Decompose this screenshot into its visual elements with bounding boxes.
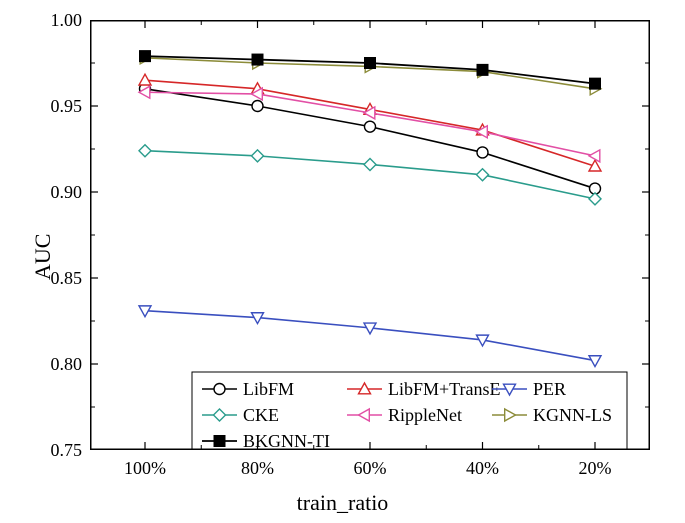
legend-item-cke: CKE — [202, 405, 279, 425]
legend-label: LibFM — [243, 379, 294, 399]
series-cke — [139, 145, 601, 205]
legend-label: KGNN-LS — [533, 405, 612, 425]
legend-label: CKE — [243, 405, 279, 425]
x-tick-label: 80% — [233, 458, 283, 479]
plot-area: LibFM LibFM+TransE PER CKE RippleNet KGNN-LS B… — [90, 20, 650, 450]
legend-item-ripplenet: RippleNet — [347, 405, 462, 425]
legend-label: PER — [533, 379, 566, 399]
x-tick-label: 100% — [120, 458, 170, 479]
legend-item-libfm_transe: LibFM+TransE — [347, 379, 501, 399]
legend-item-libfm: LibFM — [202, 379, 294, 399]
figure-root: AUC train_ratio LibFMLibFM+TransEPERCKER… — [0, 0, 685, 523]
legend-label: BKGNN-TI — [243, 431, 330, 450]
y-tick-label: 0.90 — [51, 182, 83, 203]
legend-item-per: PER — [492, 379, 566, 399]
x-tick-label: 40% — [458, 458, 508, 479]
x-axis-label: train_ratio — [0, 490, 685, 516]
legend-item-kgnn_ls: KGNN-LS — [492, 405, 612, 425]
y-tick-label: 0.75 — [51, 440, 83, 461]
series-libfm — [140, 83, 601, 194]
legend-label: RippleNet — [388, 405, 462, 425]
legend: LibFM LibFM+TransE PER CKE RippleNet KGNN-LS B… — [192, 372, 627, 450]
legend-label: LibFM+TransE — [388, 379, 501, 399]
series-per — [139, 306, 601, 367]
y-tick-label: 0.85 — [51, 268, 83, 289]
x-tick-label: 60% — [345, 458, 395, 479]
y-tick-label: 1.00 — [51, 10, 83, 31]
y-tick-label: 0.95 — [51, 96, 83, 117]
plot-svg: LibFM LibFM+TransE PER CKE RippleNet KGNN-LS B… — [90, 20, 650, 450]
y-tick-label: 0.80 — [51, 354, 83, 375]
x-tick-label: 20% — [570, 458, 620, 479]
legend-item-bkgnn_ti: BKGNN-TI — [202, 431, 330, 450]
